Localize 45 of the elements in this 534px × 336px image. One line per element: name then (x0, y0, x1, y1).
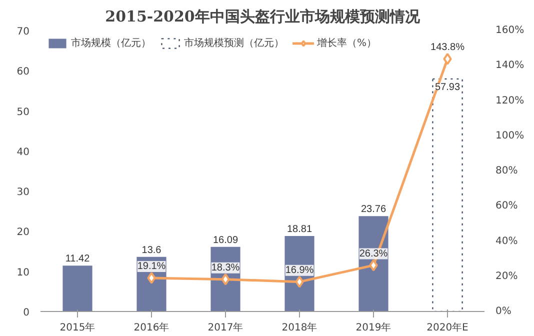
data-label: 18.81 (286, 224, 312, 235)
y2-tick-label: 40% (496, 236, 518, 247)
x-tick-label: 2016年 (134, 322, 170, 334)
y2-tick-label: 160% (496, 25, 524, 36)
legend-label: 增长率（%） (317, 36, 377, 50)
data-label: 143.8% (430, 42, 465, 53)
y-tick-label: 50 (16, 106, 30, 118)
data-label: 26.3% (359, 248, 388, 260)
y-tick-label: 10 (16, 267, 30, 278)
point (221, 273, 230, 286)
y-tick-label: 20 (16, 227, 30, 238)
point (443, 52, 452, 65)
y2-tick-label: 20% (496, 270, 518, 282)
data-label: 57.93 (434, 82, 460, 93)
legend-label: 市场规模预测（亿元） (184, 36, 284, 50)
data-label: 16.09 (212, 234, 238, 246)
y2-tick-label: 60% (496, 200, 518, 212)
bar (432, 78, 463, 312)
point (295, 276, 304, 288)
point (369, 259, 378, 272)
x-tick-label: 2017年 (208, 322, 244, 334)
data-label: 16.9% (285, 264, 314, 276)
data-label: 19.1% (137, 260, 166, 272)
chart-title: 2015-2020年中国头盔行业市场规模预测情况 (105, 8, 421, 26)
y-tick-label: 0 (23, 308, 30, 318)
point (147, 272, 156, 284)
y2-tick-label: 0% (496, 306, 512, 317)
y2-tick-label: 140% (496, 60, 524, 72)
x-tick-label: 2019年 (356, 322, 392, 334)
y2-tick-label: 100% (496, 130, 524, 142)
y-tick-label: 40 (16, 146, 30, 158)
data-label: 11.42 (65, 254, 90, 265)
data-label: 13.6 (142, 244, 162, 256)
y-tick-label: 70 (16, 26, 30, 38)
legend-label: 市场规模（亿元） (71, 36, 151, 50)
y2-tick-label: 80% (496, 166, 518, 176)
y-tick-label: 30 (16, 187, 30, 198)
bar (62, 266, 92, 312)
x-tick-label: 2020年E (426, 322, 468, 334)
data-label: 18.3% (211, 262, 240, 274)
x-tick-label: 2015年 (60, 322, 96, 334)
y2-tick-label: 120% (496, 95, 524, 106)
y-tick-label: 60 (16, 66, 30, 78)
x-tick-label: 2018年 (282, 322, 318, 334)
data-label: 23.76 (360, 204, 386, 216)
